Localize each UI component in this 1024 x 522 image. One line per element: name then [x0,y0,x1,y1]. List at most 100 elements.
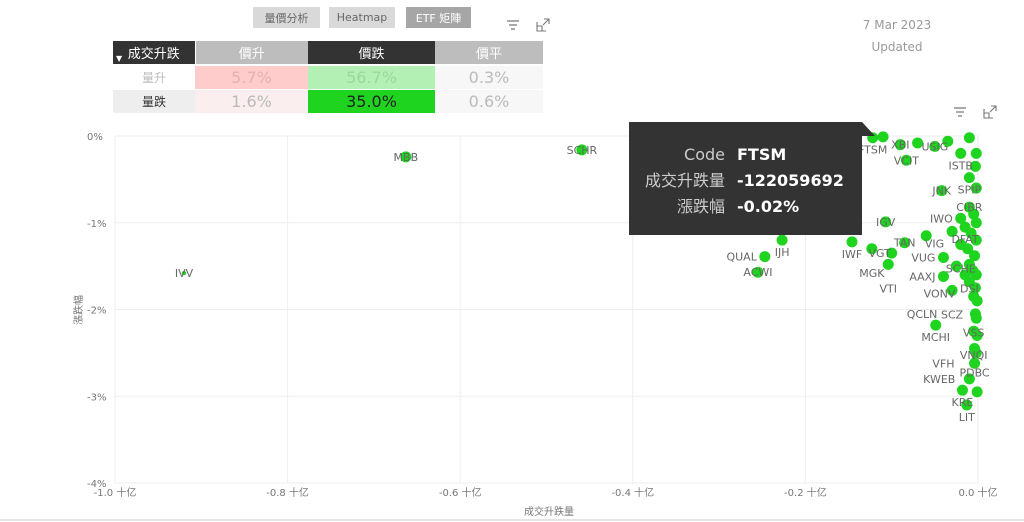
data-point [882,258,894,270]
data-label: IJH [775,246,790,259]
matrix-corner-header[interactable]: 成交升跌 ▼ [113,41,195,65]
data-point [955,212,967,224]
data-label: VSS [963,326,985,339]
data-label: LIT [959,411,975,424]
data-point [970,182,982,194]
data-point [969,250,981,262]
matrix-cell[interactable]: 56.7% [308,65,435,89]
data-label: XBI [891,139,909,152]
focus-mode-icon[interactable] [535,17,551,33]
tab-etf-matrix[interactable]: ETF 矩陣 [406,7,471,28]
updated-label: Updated [871,40,923,54]
data-point [969,357,981,369]
data-point [920,230,932,242]
dropdown-icon[interactable]: ▼ [116,54,123,63]
matrix-cell[interactable]: 1.6% [195,89,308,113]
data-point [936,185,948,197]
data-point [937,271,949,283]
data-point [970,312,982,324]
data-label: VONV [924,288,956,301]
matrix-row: 量跌 1.6% 35.0% 0.6% [113,89,543,113]
data-label: VNQI [960,349,988,362]
data-point [759,251,771,263]
data-label: CIBR [956,201,982,214]
divider [0,519,1024,521]
data-point [962,243,974,255]
tooltip-value: -0.02% [737,197,800,216]
x-tick-label: -0.2 十亿 [784,486,827,499]
matrix-cell[interactable]: 35.0% [308,89,435,113]
data-label: SCHE [946,262,976,275]
data-point [886,247,898,259]
data-point [969,282,981,294]
data-point [877,131,889,143]
data-point [899,237,911,249]
tooltip-key: 成交升跌量 [644,171,725,190]
y-tick-label: 0% [87,132,103,143]
matrix-col-header: 價跌 [308,41,435,65]
data-label: DSI [960,282,979,295]
data-point [866,243,878,255]
x-tick-label: -0.6 十亿 [439,486,482,499]
data-label: VFH [932,357,954,370]
matrix-cell[interactable]: 0.6% [435,89,543,113]
focus-mode-icon[interactable] [982,104,998,120]
data-label: KRE [952,396,974,409]
tab-heatmap[interactable]: Heatmap [329,7,395,28]
data-point [970,147,982,159]
tooltip: Code FTSM 成交升跌量 -122059692 漲跌幅 -0.02% [629,122,862,235]
data-point [912,137,924,149]
data-point [971,386,983,398]
data-point [970,269,982,281]
x-axis-title: 成交升跌量 [524,505,574,518]
data-point [929,140,941,152]
filter-icon[interactable] [952,104,968,120]
data-point [959,269,971,281]
data-point [894,139,906,151]
data-label: MGK [859,267,885,280]
data-point [971,330,983,342]
data-point [955,147,967,159]
data-point [971,295,983,307]
data-point [970,347,982,359]
data-point [963,172,975,184]
matrix-row-header[interactable]: 量跌 [113,89,195,113]
data-label: VGT [869,247,892,260]
data-label: IWF [842,248,862,261]
y-axis-title: 漲跌幅 [72,295,85,325]
matrix-cell[interactable]: 5.7% [195,65,308,89]
matrix-col-header: 價平 [435,41,543,65]
tooltip-value: FTSM [737,145,787,164]
data-label: VCIT [894,154,919,167]
data-point [956,384,968,396]
matrix-row: 量升 5.7% 56.7% 0.3% [113,65,543,89]
data-label: VIG [925,237,944,250]
tooltip-key: Code [684,145,725,164]
data-label: VUG [911,251,935,264]
data-point [937,251,949,263]
filter-icon[interactable] [505,17,521,33]
data-label: MCHI [921,331,950,344]
y-tick-label: -3% [87,392,106,403]
data-point [961,399,973,411]
data-point [930,319,942,331]
data-point [880,216,892,228]
data-label: VTI [879,282,897,295]
data-label: TAN [893,237,916,250]
data-label: USIG [921,140,948,153]
data-label: AAXJ [909,271,935,284]
data-point [942,135,954,147]
data-point [400,151,412,163]
data-label: JNK [931,185,951,198]
data-point [900,154,912,166]
data-point [963,373,975,385]
data-point [576,144,588,156]
data-label: KWEB [923,373,955,386]
data-point [946,225,958,237]
tab-volume-price[interactable]: 量價分析 [253,7,320,28]
matrix-cell[interactable]: 0.3% [435,65,543,89]
matrix-row-header[interactable]: 量升 [113,65,195,89]
tooltip-value: -122059692 [737,171,844,190]
x-tick-label: 0.0 十亿 [958,486,997,499]
